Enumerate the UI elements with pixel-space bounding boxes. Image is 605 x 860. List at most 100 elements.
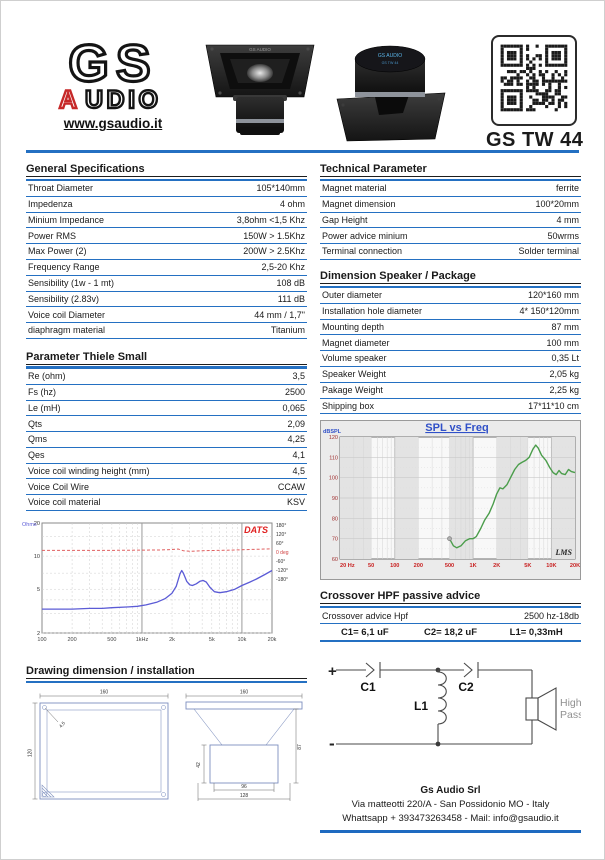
qr-module bbox=[564, 73, 568, 77]
qr-module bbox=[526, 82, 530, 86]
qr-module bbox=[551, 101, 555, 105]
qr-module bbox=[564, 47, 568, 51]
qr-module bbox=[545, 70, 549, 74]
qr-module bbox=[510, 89, 514, 93]
spec-value: 4,25 bbox=[287, 434, 305, 445]
spec-label: Impedenza bbox=[28, 199, 73, 210]
spec-value: 87 mm bbox=[551, 321, 579, 332]
dimension-package-table: Outer diameter 120*160 mm Installation hol… bbox=[320, 288, 581, 415]
qr-module bbox=[513, 89, 517, 93]
qr-module bbox=[500, 108, 504, 112]
x-tick-label: 100 bbox=[390, 563, 399, 569]
phase-tick-label: 180° bbox=[276, 523, 286, 529]
qr-module bbox=[516, 82, 520, 86]
label-print-model: GS TW 44 bbox=[382, 61, 399, 65]
spec-row: Max Power (2) 200W > 2.5Khz bbox=[26, 244, 307, 260]
qr-module bbox=[500, 105, 504, 109]
gs-audio-logo: GS A UDIO bbox=[58, 33, 159, 115]
qr-module bbox=[500, 92, 504, 96]
qr-module bbox=[557, 54, 561, 58]
qr-module bbox=[554, 70, 558, 74]
qr-module bbox=[510, 44, 514, 48]
y-tick-label: 2 bbox=[37, 631, 40, 637]
spec-label: Magnet material bbox=[322, 183, 387, 194]
qr-module bbox=[545, 95, 549, 99]
spec-row: Voice Coil Wire CCAW bbox=[26, 479, 307, 496]
qr-module bbox=[500, 76, 504, 80]
product-photo-rear: GS AUDIO GS TW 44 bbox=[336, 45, 446, 142]
highpass-label-2: Pass bbox=[560, 709, 581, 721]
spec-label: diaphragm material bbox=[28, 325, 106, 336]
spec-value: 0,065 bbox=[282, 402, 305, 413]
spec-label: Minium Impedance bbox=[28, 214, 105, 225]
qr-module bbox=[564, 101, 568, 105]
qr-module bbox=[548, 95, 552, 99]
qr-module bbox=[529, 60, 533, 64]
technical-parameter-table: Magnet material ferrite Magnet dimension 10… bbox=[320, 181, 581, 260]
spec-value: 108 dB bbox=[276, 277, 305, 288]
spec-value: KSV bbox=[286, 497, 305, 508]
qr-module bbox=[529, 95, 533, 99]
spec-label: Sensibility (2.83v) bbox=[28, 293, 100, 304]
y-tick-label: 100 bbox=[329, 476, 338, 482]
spec-label: Re (ohm) bbox=[28, 371, 66, 382]
flange-print: GS AUDIO bbox=[249, 47, 271, 52]
qr-module bbox=[510, 101, 514, 105]
qr-module bbox=[541, 79, 546, 83]
qr-module bbox=[548, 79, 552, 83]
qr-module bbox=[557, 85, 561, 90]
qr-module bbox=[513, 50, 517, 55]
circuit-node bbox=[435, 741, 441, 747]
company-address: Via matteotti 220/A - San Possidonio MO … bbox=[351, 799, 550, 811]
qr-module bbox=[516, 73, 520, 77]
magnet-top-label bbox=[354, 45, 426, 73]
spec-label: Terminal connection bbox=[322, 246, 403, 257]
x-tick-label: 1kHz bbox=[136, 637, 149, 643]
qr-module bbox=[506, 98, 511, 102]
website-link[interactable]: www.gsaudio.it bbox=[63, 116, 163, 131]
qr-module bbox=[548, 85, 552, 90]
spec-value: 4,1 bbox=[292, 450, 305, 461]
section-drawing: Drawing dimension / installation 160 120… bbox=[26, 665, 307, 814]
spec-value: 17*11*10 cm bbox=[528, 400, 579, 411]
qr-module bbox=[500, 44, 504, 48]
qr-module bbox=[516, 79, 520, 83]
minus-terminal: - bbox=[329, 734, 335, 753]
qr-module bbox=[526, 63, 530, 67]
qr-module bbox=[554, 63, 558, 67]
spec-value: CCAW bbox=[277, 481, 305, 492]
qr-module bbox=[513, 108, 517, 112]
logo-audio-a: A bbox=[59, 86, 77, 113]
x-tick-label: 10k bbox=[237, 637, 246, 643]
qr-module bbox=[503, 63, 507, 67]
qr-module bbox=[551, 54, 555, 58]
qr-module bbox=[535, 54, 539, 58]
qr-module bbox=[548, 44, 552, 48]
qr-module bbox=[551, 76, 555, 80]
qr-module bbox=[506, 70, 511, 74]
qr-module bbox=[503, 89, 507, 93]
x-tick-label: 1K bbox=[470, 563, 477, 569]
qr-module bbox=[519, 57, 523, 61]
qr-module bbox=[554, 79, 558, 83]
thiele-small-table: Re (ohm) 3,5 Fs (hz) 2500 Le (mH) 0,065 Qts 2,0… bbox=[26, 369, 307, 512]
qr-module bbox=[500, 79, 504, 83]
qr-module bbox=[538, 101, 542, 105]
qr-module bbox=[551, 50, 555, 55]
qr-module bbox=[554, 57, 558, 61]
dim-label-hole: 4,5 bbox=[58, 720, 66, 728]
qr-module bbox=[513, 54, 517, 58]
qr-module bbox=[551, 79, 555, 83]
spec-row: Outer diameter 120*160 mm bbox=[320, 288, 581, 304]
qr-module bbox=[561, 79, 565, 83]
section-general-specifications: General Specifications Throat Diameter 10… bbox=[26, 163, 307, 339]
highpass-label-1: High bbox=[560, 697, 581, 709]
spec-label: Qms bbox=[28, 434, 47, 445]
spec-label: Speaker Weight bbox=[322, 369, 386, 380]
qr-module bbox=[557, 101, 561, 105]
component-c1: C1= 6,1 uF bbox=[340, 626, 389, 638]
spec-row: Qts 2,09 bbox=[26, 416, 307, 433]
qr-module bbox=[538, 57, 542, 61]
qr-module bbox=[506, 63, 511, 67]
qr-module bbox=[519, 92, 523, 96]
